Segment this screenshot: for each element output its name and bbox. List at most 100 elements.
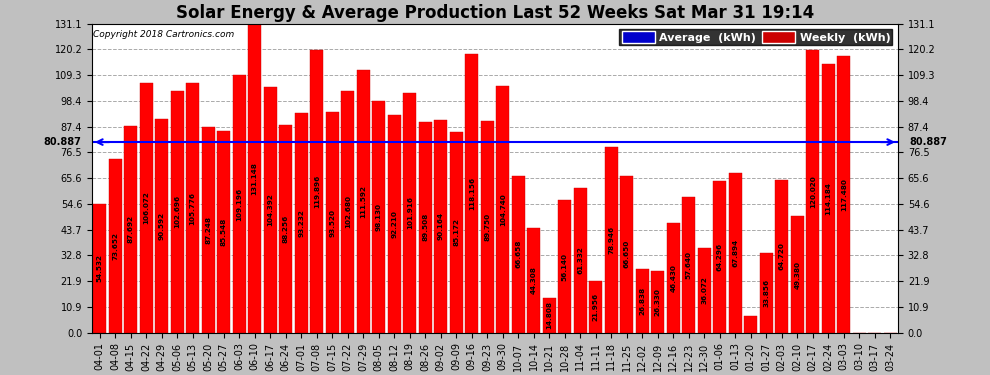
Text: 80.887: 80.887 [44,137,81,147]
Bar [435,120,447,333]
Bar [496,86,509,333]
Bar [636,270,648,333]
Text: 67.894: 67.894 [733,238,739,267]
Bar [838,56,850,333]
Text: 73.652: 73.652 [112,232,118,260]
Text: 49.380: 49.380 [794,261,800,288]
Text: 85.172: 85.172 [453,218,459,246]
Text: 54.532: 54.532 [97,255,103,282]
Bar [93,204,106,333]
Text: 98.130: 98.130 [376,203,382,231]
Text: 111.592: 111.592 [360,185,366,218]
Bar [342,91,354,333]
Title: Solar Energy & Average Production Last 52 Weeks Sat Mar 31 19:14: Solar Energy & Average Production Last 5… [176,4,814,22]
Bar [698,248,711,333]
Bar [449,132,463,333]
Text: 89.508: 89.508 [423,213,429,242]
Text: 26.838: 26.838 [640,287,645,315]
Bar [822,64,835,333]
Text: 119.896: 119.896 [314,175,320,208]
Text: 64.296: 64.296 [717,243,723,271]
Text: 101.916: 101.916 [407,196,413,229]
Text: 90.592: 90.592 [158,212,164,240]
Bar [124,126,138,333]
Bar [666,223,680,333]
Text: Copyright 2018 Cartronics.com: Copyright 2018 Cartronics.com [93,30,234,39]
Bar [512,176,525,333]
Bar [109,159,122,333]
Text: 26.330: 26.330 [654,288,660,316]
Text: 57.640: 57.640 [686,251,692,279]
Text: 21.956: 21.956 [593,293,599,321]
Text: 87.248: 87.248 [205,216,211,244]
Bar [759,253,773,333]
Bar [140,83,152,333]
Text: 89.750: 89.750 [484,213,490,241]
Text: 120.020: 120.020 [810,175,816,208]
Bar [248,24,261,333]
Bar [388,116,401,333]
Text: 56.140: 56.140 [561,253,567,280]
Text: 87.692: 87.692 [128,215,134,243]
Legend: Average  (kWh), Weekly  (kWh): Average (kWh), Weekly (kWh) [620,29,892,45]
Text: 106.072: 106.072 [144,191,149,224]
Text: 36.072: 36.072 [701,276,707,304]
Bar [543,298,555,333]
Bar [170,91,184,333]
Text: 109.196: 109.196 [237,188,243,220]
Text: 90.164: 90.164 [438,213,444,240]
Bar [713,181,727,333]
Text: 80.887: 80.887 [909,137,946,147]
Text: 131.148: 131.148 [251,162,257,195]
Bar [372,101,385,333]
Bar [791,216,804,333]
Bar [744,316,757,333]
Text: 114.184: 114.184 [826,182,832,214]
Bar [326,112,339,333]
Bar [806,50,820,333]
Text: 102.680: 102.680 [345,195,350,228]
Bar [465,54,478,333]
Bar [233,75,246,333]
Bar [419,122,432,333]
Text: 104.740: 104.740 [500,193,506,226]
Text: 117.480: 117.480 [841,178,846,211]
Text: 66.658: 66.658 [515,240,522,268]
Bar [202,127,215,333]
Bar [682,197,695,333]
Bar [263,87,277,333]
Text: 85.548: 85.548 [221,218,227,246]
Bar [279,125,292,333]
Bar [573,188,587,333]
Bar [729,173,742,333]
Text: 93.232: 93.232 [298,209,304,237]
Text: 14.808: 14.808 [546,301,552,329]
Text: 88.256: 88.256 [283,214,289,243]
Text: 92.210: 92.210 [391,210,397,238]
Bar [155,119,168,333]
Bar [186,83,199,333]
Bar [310,50,324,333]
Text: 102.696: 102.696 [174,195,180,228]
Text: 46.430: 46.430 [670,264,676,292]
Bar [481,121,494,333]
Text: 33.856: 33.856 [763,279,769,307]
Text: 118.156: 118.156 [468,177,475,210]
Text: 105.776: 105.776 [190,192,196,225]
Bar [558,200,571,333]
Text: 93.520: 93.520 [330,209,336,237]
Text: 78.946: 78.946 [608,226,614,254]
Text: 61.332: 61.332 [577,246,583,274]
Text: 66.650: 66.650 [624,240,630,268]
Bar [527,228,541,333]
Text: 44.308: 44.308 [531,267,537,294]
Text: 104.392: 104.392 [267,193,273,226]
Bar [217,131,231,333]
Bar [620,176,634,333]
Bar [651,271,664,333]
Bar [295,113,308,333]
Bar [589,281,602,333]
Bar [605,147,618,333]
Bar [775,180,788,333]
Bar [403,93,417,333]
